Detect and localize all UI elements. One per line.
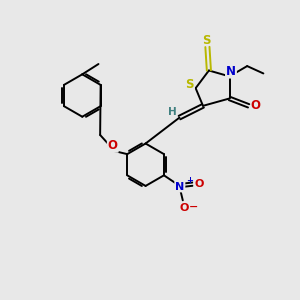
Text: S: S <box>185 78 194 91</box>
Text: N: N <box>175 182 184 191</box>
Text: +: + <box>186 176 193 185</box>
Text: O: O <box>108 139 118 152</box>
Text: S: S <box>202 34 210 47</box>
Text: N: N <box>226 64 236 78</box>
Text: −: − <box>189 202 199 212</box>
Text: O: O <box>250 99 260 112</box>
Text: H: H <box>168 107 176 117</box>
Text: O: O <box>194 179 204 189</box>
Text: O: O <box>180 203 189 213</box>
